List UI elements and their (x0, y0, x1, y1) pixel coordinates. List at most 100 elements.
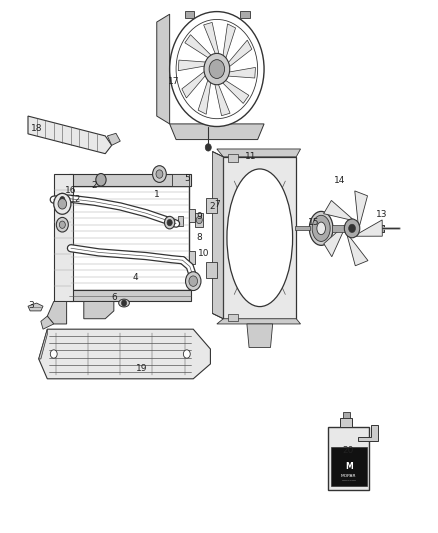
Text: 4: 4 (132, 273, 138, 282)
Circle shape (57, 193, 67, 206)
Polygon shape (28, 303, 43, 311)
Text: 15: 15 (307, 217, 319, 227)
Text: 8: 8 (197, 233, 202, 243)
FancyBboxPatch shape (295, 227, 311, 230)
Polygon shape (84, 302, 114, 319)
Text: 13: 13 (376, 210, 388, 219)
Text: 12: 12 (70, 195, 81, 204)
Polygon shape (217, 149, 300, 157)
Text: 3: 3 (28, 301, 34, 310)
Circle shape (209, 60, 225, 78)
Polygon shape (358, 425, 378, 441)
Polygon shape (107, 133, 120, 146)
Polygon shape (198, 76, 211, 114)
Polygon shape (324, 225, 345, 257)
Polygon shape (41, 316, 54, 329)
Polygon shape (170, 124, 264, 140)
FancyBboxPatch shape (223, 157, 296, 319)
Polygon shape (356, 220, 382, 236)
Text: 6: 6 (111, 293, 117, 302)
Polygon shape (178, 60, 209, 71)
Circle shape (58, 199, 67, 209)
Text: 19: 19 (136, 364, 148, 373)
FancyBboxPatch shape (328, 427, 369, 490)
FancyBboxPatch shape (189, 209, 195, 222)
Circle shape (152, 166, 166, 182)
Polygon shape (347, 236, 368, 266)
Text: 10: 10 (198, 249, 210, 258)
Polygon shape (157, 14, 170, 124)
Polygon shape (217, 319, 300, 324)
Circle shape (54, 193, 71, 214)
Circle shape (170, 12, 264, 126)
Circle shape (196, 216, 202, 224)
Circle shape (50, 350, 57, 358)
Circle shape (186, 272, 201, 290)
Polygon shape (247, 324, 272, 348)
Polygon shape (214, 80, 230, 116)
Circle shape (165, 216, 175, 229)
Text: 14: 14 (333, 176, 345, 185)
Text: 16: 16 (65, 186, 77, 195)
FancyBboxPatch shape (206, 262, 217, 278)
FancyBboxPatch shape (380, 225, 384, 231)
Text: M: M (345, 462, 353, 471)
Ellipse shape (317, 222, 325, 235)
FancyBboxPatch shape (178, 216, 184, 227)
FancyBboxPatch shape (228, 154, 238, 162)
FancyBboxPatch shape (332, 225, 345, 231)
FancyBboxPatch shape (172, 174, 189, 185)
Circle shape (176, 19, 258, 119)
Text: 18: 18 (31, 124, 42, 133)
Circle shape (57, 217, 68, 232)
Polygon shape (324, 200, 353, 220)
Ellipse shape (309, 212, 333, 245)
Polygon shape (226, 40, 252, 69)
Text: 2: 2 (92, 181, 97, 190)
Polygon shape (225, 67, 255, 78)
Text: 7: 7 (214, 200, 220, 209)
FancyBboxPatch shape (69, 290, 191, 302)
Polygon shape (182, 69, 208, 98)
Circle shape (96, 174, 106, 186)
Text: 5: 5 (184, 174, 190, 183)
Ellipse shape (119, 299, 129, 307)
Circle shape (349, 224, 356, 232)
Polygon shape (47, 302, 67, 324)
Polygon shape (355, 191, 367, 226)
Polygon shape (212, 151, 223, 319)
Ellipse shape (312, 215, 330, 241)
Circle shape (184, 350, 190, 358)
FancyBboxPatch shape (206, 198, 217, 213)
Text: MOPAR: MOPAR (341, 474, 357, 478)
Polygon shape (39, 329, 210, 379)
Text: 1: 1 (154, 190, 159, 199)
FancyBboxPatch shape (331, 447, 367, 486)
Polygon shape (220, 78, 249, 103)
Text: ━━━━━━━: ━━━━━━━ (341, 479, 356, 483)
FancyBboxPatch shape (240, 11, 250, 19)
FancyBboxPatch shape (343, 411, 350, 418)
Circle shape (167, 220, 172, 226)
Text: 9: 9 (197, 212, 202, 221)
FancyBboxPatch shape (228, 313, 238, 321)
Ellipse shape (227, 169, 293, 306)
Circle shape (344, 219, 360, 238)
FancyBboxPatch shape (340, 418, 352, 427)
FancyBboxPatch shape (185, 11, 194, 19)
FancyBboxPatch shape (54, 174, 73, 302)
Polygon shape (204, 22, 220, 58)
Circle shape (60, 197, 65, 203)
Text: 2: 2 (210, 202, 215, 211)
Circle shape (156, 170, 163, 178)
Text: 20: 20 (342, 446, 353, 455)
FancyBboxPatch shape (189, 251, 195, 264)
Polygon shape (185, 35, 214, 60)
Circle shape (121, 300, 127, 306)
FancyBboxPatch shape (195, 213, 203, 228)
Polygon shape (223, 24, 236, 62)
Circle shape (205, 144, 211, 151)
Polygon shape (28, 116, 112, 154)
Circle shape (189, 276, 198, 286)
Text: 11: 11 (245, 152, 257, 161)
